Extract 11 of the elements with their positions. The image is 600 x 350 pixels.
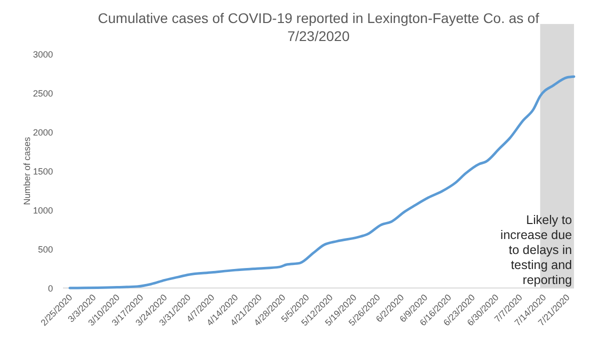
y-tick-label: 3000 — [32, 50, 53, 60]
y-tick-label: 1000 — [32, 206, 53, 216]
y-tick-label: 2000 — [32, 128, 53, 138]
band-label: Likely to increase due to delays in testing and reporting — [500, 213, 572, 287]
y-axis-title: Number of cases — [22, 136, 32, 206]
y-tick-label: 0 — [48, 284, 53, 294]
line-series — [68, 75, 576, 290]
y-tick-label: 2500 — [32, 88, 53, 98]
y-tick-label: 1500 — [32, 166, 53, 176]
chart-title: Cumulative cases of COVID-19 reported in Lexington-Fayette Co. as of 7/23/2020 — [98, 10, 540, 44]
y-tick-label: 500 — [38, 244, 53, 254]
